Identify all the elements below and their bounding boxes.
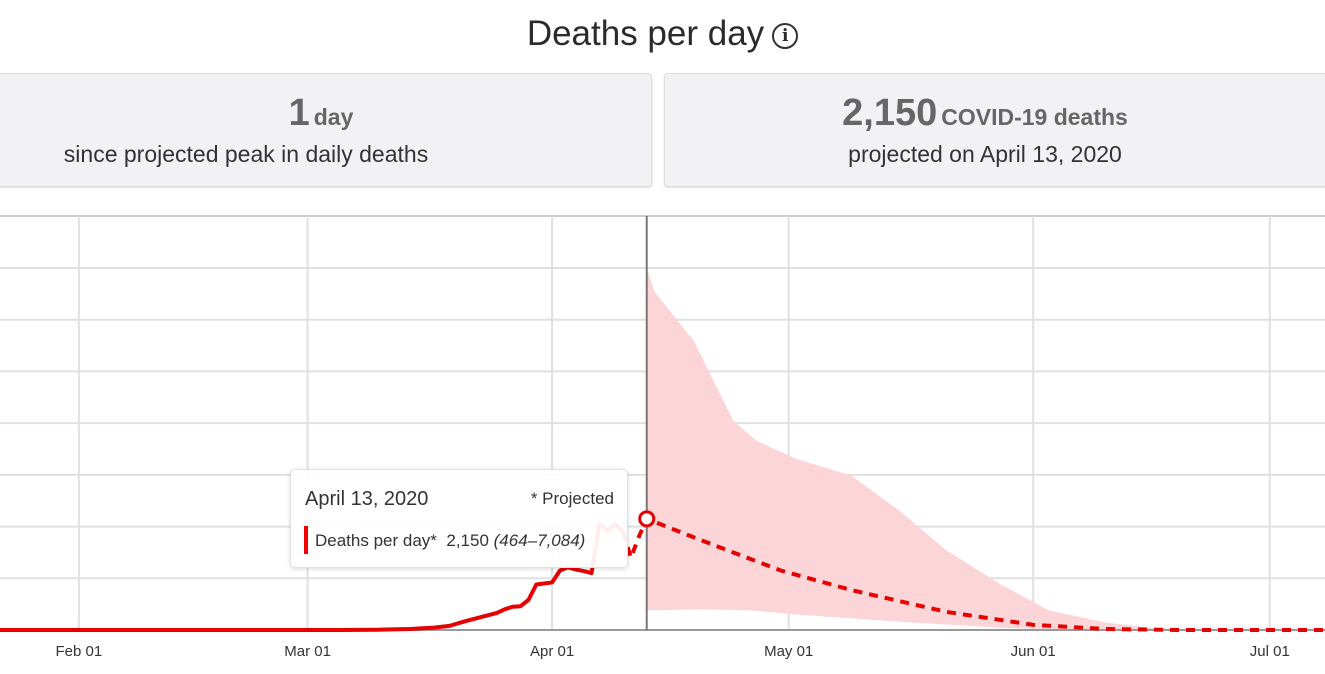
- projected-deaths-card: 2,150 COVID-19 deaths projected on April …: [664, 73, 1325, 187]
- uncertainty-band: [646, 268, 1325, 630]
- tooltip-projected-note: * Projected: [530, 489, 614, 508]
- x-tick-label: Apr 01: [530, 643, 574, 660]
- card-value: 1: [288, 92, 310, 134]
- days-since-peak-card: 1 day since projected peak in daily death…: [0, 73, 652, 187]
- tooltip-range: (464–7,084): [493, 531, 586, 550]
- highlight-point: [638, 510, 656, 528]
- tooltip-series-label: Deaths per day*: [315, 531, 437, 550]
- card-subtitle: since projected peak in daily deaths: [63, 141, 429, 167]
- tooltip-value: 2,150: [446, 531, 489, 550]
- observed-deaths-line: [0, 522, 625, 632]
- chart-title: Deaths per day i: [0, 14, 1325, 54]
- card-value: 2,150: [842, 92, 938, 134]
- x-tick-label: Jun 01: [1011, 643, 1056, 660]
- tooltip-date: April 13, 2020: [305, 488, 429, 510]
- x-tick-label: May 01: [764, 643, 813, 660]
- tooltip-row: Deaths per day* 2,150 (464–7,084): [304, 526, 585, 554]
- info-icon[interactable]: i: [772, 23, 799, 49]
- series-swatch: [304, 526, 308, 554]
- title-text: Deaths per day: [526, 14, 765, 53]
- card-unit: day: [313, 104, 354, 130]
- chart-tooltip: April 13, 2020 * Projected Deaths per da…: [290, 469, 628, 568]
- x-tick-label: Feb 01: [56, 643, 103, 660]
- x-tick-label: Jul 01: [1250, 643, 1290, 660]
- x-tick-label: Mar 01: [284, 643, 331, 660]
- card-subtitle: projected on April 13, 2020: [848, 141, 1122, 167]
- card-unit: COVID-19 deaths: [941, 104, 1128, 130]
